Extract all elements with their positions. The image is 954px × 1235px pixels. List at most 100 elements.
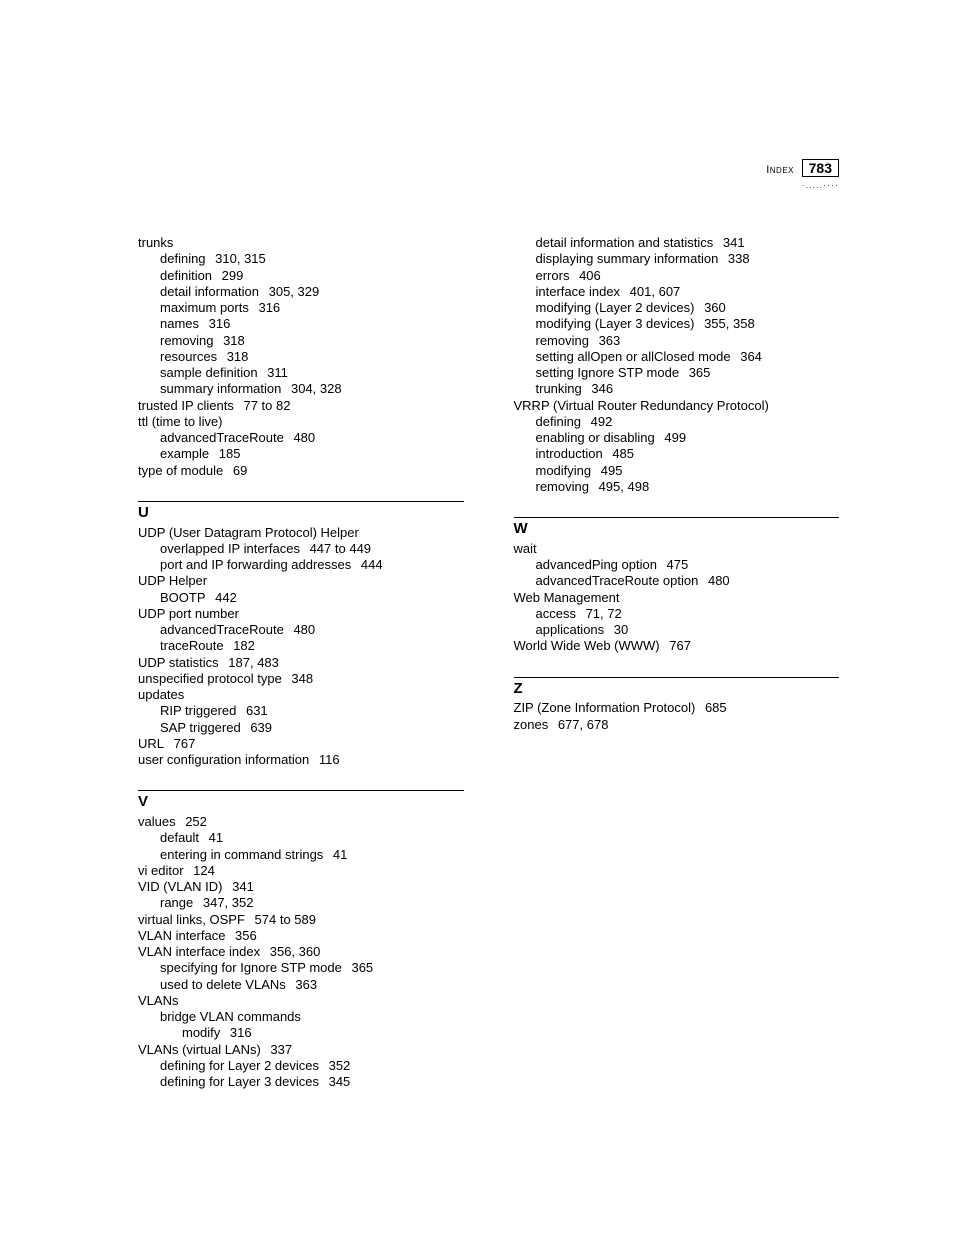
entry-text: advancedTraceRoute [160, 622, 284, 637]
entry-text: VLAN interface [138, 928, 225, 943]
index-entry: summary information 304, 328 [160, 381, 464, 397]
entry-text: unspecified protocol type [138, 671, 282, 686]
entry-text: VID (VLAN ID) [138, 879, 223, 894]
entry-text: trusted IP clients [138, 398, 234, 413]
entry-text: names [160, 316, 199, 331]
entry-refs: 685 [701, 700, 726, 715]
index-entry: traceRoute 182 [160, 638, 464, 654]
entry-text: values [138, 814, 176, 829]
index-entry: trusted IP clients 77 to 82 [138, 398, 464, 414]
index-entry: updates [138, 687, 464, 703]
index-entry: SAP triggered 639 [160, 720, 464, 736]
index-entry: trunks [138, 235, 464, 251]
index-entry: interface index 401, 607 [536, 284, 840, 300]
entry-text: maximum ports [160, 300, 249, 315]
index-entry: used to delete VLANs 363 [160, 977, 464, 993]
entry-refs: 316 [226, 1025, 251, 1040]
index-entry: definition 299 [160, 268, 464, 284]
index-entry: VLAN interface 356 [138, 928, 464, 944]
entry-refs: 406 [575, 268, 600, 283]
entry-text: VLANs [138, 993, 178, 1008]
index-entry: modifying 495 [536, 463, 840, 479]
entry-refs: 316 [205, 316, 230, 331]
entry-refs: 480 [290, 430, 315, 445]
index-entry: World Wide Web (WWW) 767 [514, 638, 840, 654]
index-entry: trunking 346 [536, 381, 840, 397]
index-entry: enabling or disabling 499 [536, 430, 840, 446]
entry-text: enabling or disabling [536, 430, 655, 445]
entry-text: Web Management [514, 590, 620, 605]
entry-refs: 492 [587, 414, 612, 429]
entry-refs: 316 [255, 300, 280, 315]
index-entry: UDP (User Datagram Protocol) Helper [138, 525, 464, 541]
entry-refs: 677, 678 [554, 717, 608, 732]
entry-refs: 480 [704, 573, 729, 588]
entry-text: VLANs (virtual LANs) [138, 1042, 261, 1057]
header-label: Index [766, 164, 794, 176]
index-entry: example 185 [160, 446, 464, 462]
index-entry: vi editor 124 [138, 863, 464, 879]
entry-text: errors [536, 268, 570, 283]
index-entry: detail information 305, 329 [160, 284, 464, 300]
entry-refs: 41 [205, 830, 223, 845]
index-entry: RIP triggered 631 [160, 703, 464, 719]
index-entry: defining 492 [536, 414, 840, 430]
entry-text: VRRP (Virtual Router Redundancy Protocol… [514, 398, 769, 413]
entry-refs: 252 [182, 814, 207, 829]
entry-text: modifying [536, 463, 592, 478]
entry-refs: 311 [264, 365, 288, 380]
index-entry: zones 677, 678 [514, 717, 840, 733]
entry-text: specifying for Ignore STP mode [160, 960, 342, 975]
index-entry: VLAN interface index 356, 360 [138, 944, 464, 960]
index-entry: modifying (Layer 2 devices) 360 [536, 300, 840, 316]
index-entry: UDP statistics 187, 483 [138, 655, 464, 671]
entry-refs: 341 [229, 879, 254, 894]
entry-text: removing [536, 333, 589, 348]
header-dots: ·.....···· [802, 180, 840, 191]
entry-text: traceRoute [160, 638, 224, 653]
index-entry: entering in command strings 41 [160, 847, 464, 863]
index-entry: maximum ports 316 [160, 300, 464, 316]
entry-text: detail information and statistics [536, 235, 714, 250]
entry-refs: 346 [588, 381, 613, 396]
index-entry: removing 495, 498 [536, 479, 840, 495]
index-entry: bridge VLAN commands [160, 1009, 464, 1025]
entry-refs: 363 [292, 977, 317, 992]
entry-refs: 401, 607 [626, 284, 680, 299]
entry-refs: 475 [663, 557, 688, 572]
entry-text: SAP triggered [160, 720, 241, 735]
index-entry: access 71, 72 [536, 606, 840, 622]
index-entry: default 41 [160, 830, 464, 846]
entry-text: sample definition [160, 365, 258, 380]
entry-text: removing [536, 479, 589, 494]
entry-refs: 69 [229, 463, 247, 478]
entry-text: defining for Layer 2 devices [160, 1058, 319, 1073]
entry-refs: 185 [215, 446, 240, 461]
index-entry: URL 767 [138, 736, 464, 752]
index-entry: errors 406 [536, 268, 840, 284]
entry-refs: 347, 352 [199, 895, 253, 910]
entry-refs: 360 [700, 300, 725, 315]
entry-text: used to delete VLANs [160, 977, 286, 992]
entry-refs: 363 [595, 333, 620, 348]
entry-text: BOOTP [160, 590, 206, 605]
index-entry: VRRP (Virtual Router Redundancy Protocol… [514, 398, 840, 414]
entry-refs: 444 [357, 557, 382, 572]
entry-text: interface index [536, 284, 621, 299]
entry-text: displaying summary information [536, 251, 719, 266]
entry-text: advancedPing option [536, 557, 657, 572]
left-column: trunksdefining 310, 315definition 299det… [138, 235, 464, 1090]
entry-refs: 305, 329 [265, 284, 319, 299]
index-entry: removing 363 [536, 333, 840, 349]
index-entry: overlapped IP interfaces 447 to 449 [160, 541, 464, 557]
entry-refs: 338 [724, 251, 749, 266]
index-entry: range 347, 352 [160, 895, 464, 911]
entry-refs: 299 [218, 268, 243, 283]
index-entry: ZIP (Zone Information Protocol) 685 [514, 700, 840, 716]
index-entry: virtual links, OSPF 574 to 589 [138, 912, 464, 928]
index-entry: setting allOpen or allClosed mode 364 [536, 349, 840, 365]
entry-refs: 348 [288, 671, 313, 686]
entry-text: modifying (Layer 2 devices) [536, 300, 695, 315]
entry-refs: 365 [685, 365, 710, 380]
entry-refs: 116 [315, 752, 339, 767]
